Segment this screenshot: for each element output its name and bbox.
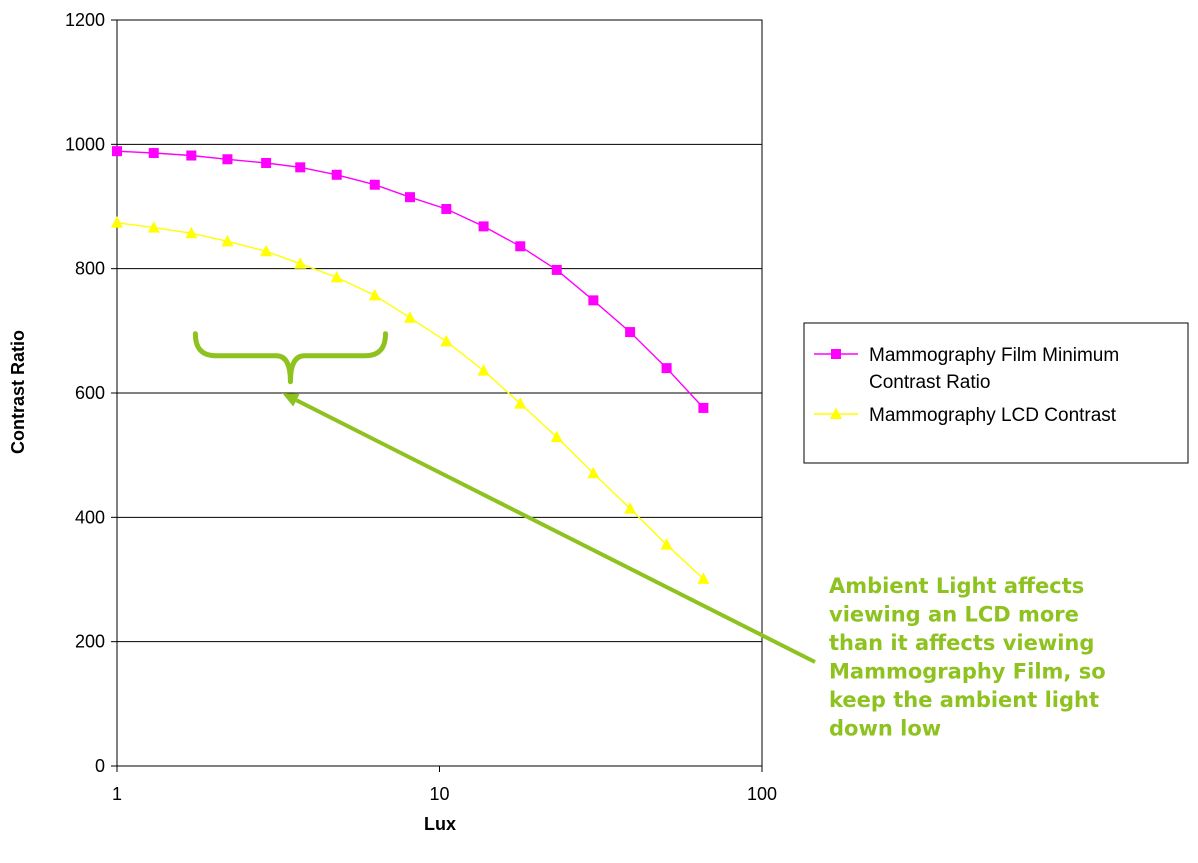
y-axis-title: Contrast Ratio [8,330,28,454]
legend-label: Mammography LCD Contrast [869,405,1117,426]
data-point [697,572,710,584]
grid-lines [117,143,762,643]
annotation-text-line: viewing an LCD more [829,603,1079,627]
data-point [660,538,673,550]
data-point [441,203,452,214]
data-point [551,264,562,275]
series-1 [112,146,709,413]
axis-ticks: 0 200 400 600 800 1000 1200 1 10 100 [65,10,777,804]
data-point [515,241,526,252]
data-point [624,502,637,514]
data-point [698,402,709,413]
data-point [294,257,307,269]
y-tick-label: 1000 [65,134,105,154]
annotation-brace [192,331,388,385]
data-point [403,311,416,323]
legend-marker [831,349,841,359]
data-point [295,162,306,173]
y-tick-label: 800 [75,259,105,279]
data-point [404,192,415,203]
data-point [186,150,197,161]
data-point [260,244,273,257]
series-line [116,222,704,580]
x-tick-label: 1 [112,784,122,804]
legend-entry-2: Mammography LCD Contrast [814,405,1117,426]
annotation-arrow-head [282,393,300,407]
data-point [261,157,272,168]
data-point [148,148,159,159]
x-tick-label: 10 [429,784,449,804]
data-point [587,466,600,479]
legend-box [803,322,1189,464]
data-point [625,327,636,338]
data-point [368,288,381,301]
data-point [222,154,233,165]
legend-entry-1: Mammography Film Minimum Contrast Ratio [814,345,1119,393]
y-tick-label: 0 [95,756,105,776]
data-point [478,221,489,232]
annotation-text-line: down low [829,717,941,741]
data-point [440,334,453,347]
data-point [331,169,342,180]
data-point [514,397,527,409]
series-2 [111,216,710,584]
data-point [147,221,160,233]
series-layer [111,146,710,584]
data-point [111,216,123,228]
data-point [588,295,599,306]
data-point [185,226,198,239]
legend-label: Contrast Ratio [869,372,990,393]
y-tick-label: 600 [75,383,105,403]
annotation-arrow-shaft [295,398,816,664]
annotation-text-line: keep the ambient light [829,688,1099,712]
data-point [112,146,122,157]
data-point [369,179,380,190]
data-point [221,234,234,247]
legend-marker [830,407,842,419]
y-tick-label: 400 [75,507,105,527]
data-point [550,430,563,443]
annotation-layer: Ambient Light affects viewing an LCD more… [192,331,1106,741]
annotation-text-line: Ambient Light affects [829,574,1084,598]
legend-label: Mammography Film Minimum [869,345,1119,366]
y-tick-label: 1200 [65,10,105,30]
y-tick-label: 200 [75,632,105,652]
x-tick-label: 100 [747,784,777,804]
annotation-text-line: than it affects viewing [829,631,1094,655]
data-point [661,363,672,374]
data-point [477,364,490,376]
series-line [116,150,704,409]
annotation-text-line: Mammography Film, so [829,660,1106,684]
data-point [330,270,343,283]
x-axis-title: Lux [424,814,456,834]
